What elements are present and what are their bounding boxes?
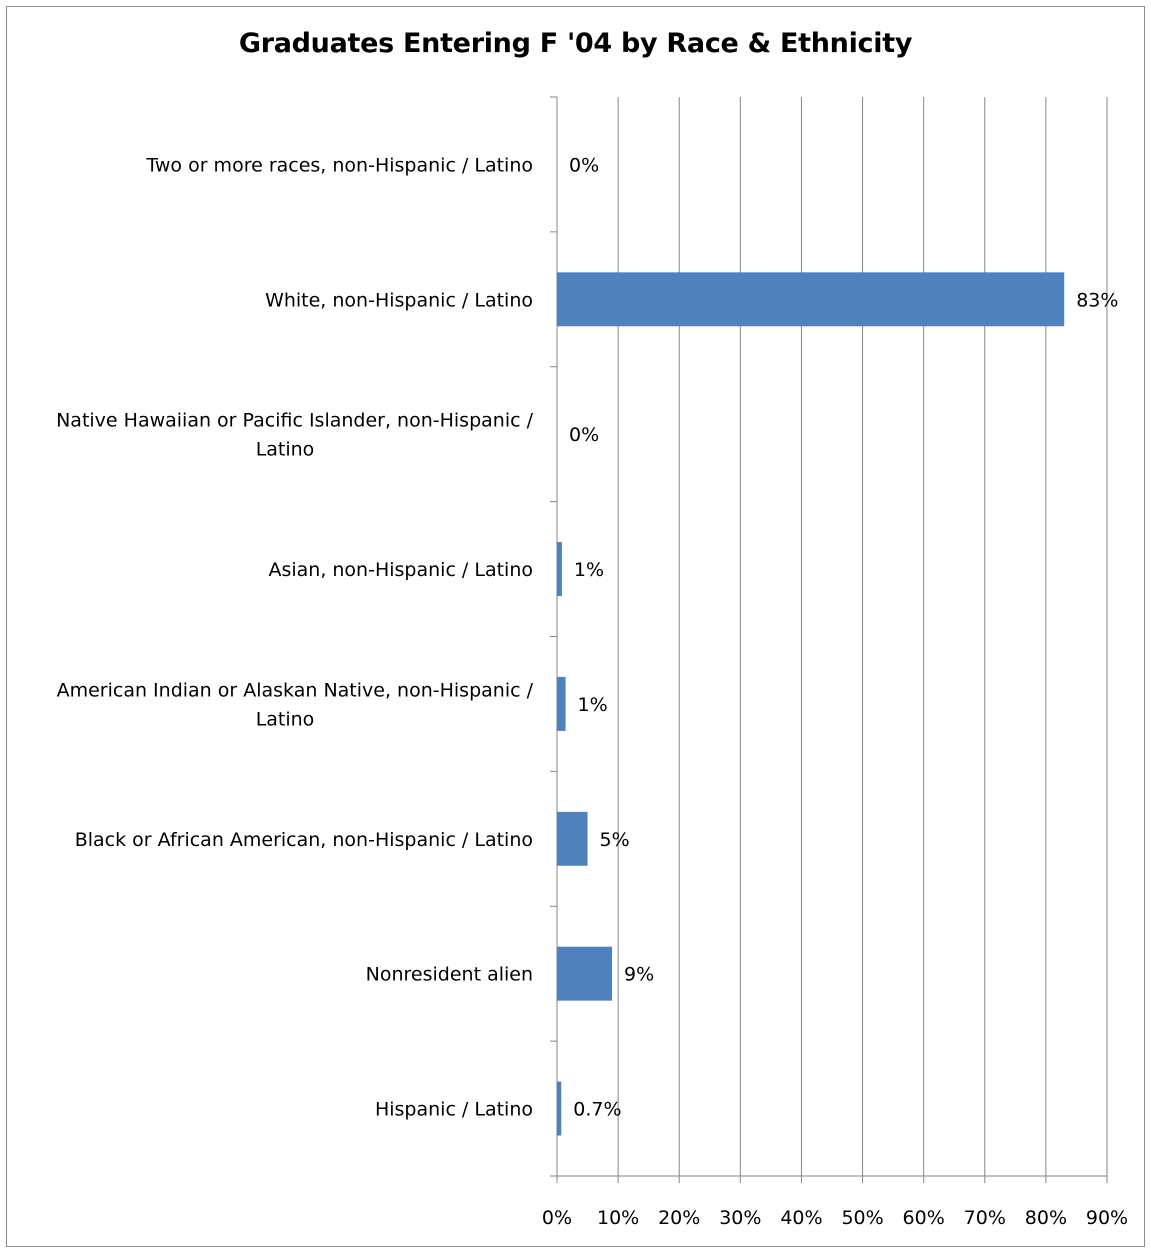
data-labels: 0.7% 9% 5% 1% 1% 0% 83% 0% bbox=[569, 154, 1118, 1120]
x-tick-label: 50% bbox=[841, 1207, 883, 1229]
data-label: 5% bbox=[600, 829, 630, 851]
x-tick-label: 20% bbox=[658, 1207, 700, 1229]
x-tick-label: 10% bbox=[597, 1207, 639, 1229]
data-label: 0% bbox=[569, 154, 599, 176]
category-label: Nonresident alien bbox=[366, 964, 533, 986]
x-tick-label: 0% bbox=[542, 1207, 572, 1229]
data-label: 0.7% bbox=[573, 1099, 621, 1121]
category-label: Black or African American, non-Hispanic … bbox=[75, 829, 533, 851]
x-tick-label: 30% bbox=[719, 1207, 761, 1229]
data-label: 0% bbox=[569, 424, 599, 446]
bar bbox=[557, 1081, 562, 1136]
bar bbox=[557, 811, 588, 866]
x-tick-label: 80% bbox=[1025, 1207, 1067, 1229]
data-label: 1% bbox=[578, 694, 608, 716]
chart-title: Graduates Entering F '04 by Race & Ethni… bbox=[238, 28, 913, 59]
x-tick-label: 70% bbox=[964, 1207, 1006, 1229]
bar bbox=[557, 946, 612, 1001]
category-label: American Indian or Alaskan Native, non-H… bbox=[57, 679, 534, 701]
category-label: Asian, non-Hispanic / Latino bbox=[268, 559, 533, 581]
data-label: 1% bbox=[574, 559, 604, 581]
bar bbox=[557, 272, 1065, 327]
data-label: 83% bbox=[1076, 289, 1118, 311]
category-labels: Hispanic / Latino Nonresident alien Black … bbox=[56, 154, 534, 1120]
category-label: Native Hawaiian or Pacific Islander, non… bbox=[56, 410, 534, 432]
category-label: Latino bbox=[256, 708, 315, 730]
data-label: 9% bbox=[624, 964, 654, 986]
category-label: Latino bbox=[256, 439, 315, 461]
chart-frame bbox=[6, 6, 1145, 1247]
x-tick-label: 90% bbox=[1086, 1207, 1128, 1229]
category-label: White, non-Hispanic / Latino bbox=[265, 289, 533, 311]
category-axis bbox=[550, 96, 1107, 1177]
x-tick-labels: 0% 10% 20% 30% 40% 50% 60% 70% 80% 90% bbox=[542, 1207, 1128, 1229]
bars bbox=[557, 272, 1065, 1136]
bar bbox=[557, 542, 562, 597]
x-tick-label: 60% bbox=[903, 1207, 945, 1229]
category-label: Hispanic / Latino bbox=[375, 1099, 533, 1121]
x-tick-label: 40% bbox=[780, 1207, 822, 1229]
category-label: Two or more races, non-Hispanic / Latino bbox=[145, 154, 533, 176]
bar bbox=[557, 676, 566, 731]
gridlines bbox=[556, 97, 1108, 1183]
